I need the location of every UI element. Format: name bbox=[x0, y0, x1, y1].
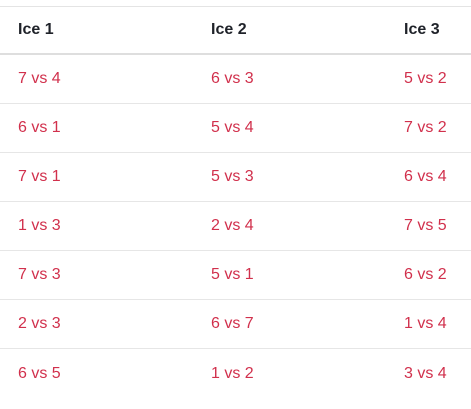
matchup-link[interactable]: 1 vs 3 bbox=[18, 217, 61, 234]
matchup-link[interactable]: 7 vs 1 bbox=[18, 168, 61, 185]
table-row: 7 vs 1 5 vs 3 6 vs 4 bbox=[0, 153, 471, 202]
column-header-ice-1: Ice 1 bbox=[18, 21, 54, 38]
matchup-link[interactable]: 5 vs 4 bbox=[211, 119, 254, 136]
table-row: 1 vs 3 2 vs 4 7 vs 5 bbox=[0, 202, 471, 251]
matchup-link[interactable]: 6 vs 3 bbox=[211, 70, 254, 87]
column-header-ice-3: Ice 3 bbox=[404, 21, 440, 38]
table-row: 2 vs 3 6 vs 7 1 vs 4 bbox=[0, 300, 471, 349]
matchup-link[interactable]: 5 vs 1 bbox=[211, 266, 254, 283]
matchup-link[interactable]: 6 vs 4 bbox=[404, 168, 447, 185]
table-row: 6 vs 5 1 vs 2 3 vs 4 bbox=[0, 349, 471, 398]
matchup-link[interactable]: 2 vs 3 bbox=[18, 315, 61, 332]
matchup-link[interactable]: 6 vs 5 bbox=[18, 364, 61, 382]
matchup-link[interactable]: 3 vs 4 bbox=[404, 364, 447, 382]
matchup-link[interactable]: 7 vs 4 bbox=[18, 70, 61, 87]
matchup-link[interactable]: 7 vs 2 bbox=[404, 119, 447, 136]
schedule-table: Ice 1 Ice 2 Ice 3 7 vs 4 6 vs 3 5 vs 2 6… bbox=[0, 6, 471, 398]
matchup-link[interactable]: 5 vs 2 bbox=[404, 70, 447, 87]
table-row: 7 vs 4 6 vs 3 5 vs 2 bbox=[0, 55, 471, 104]
matchup-link[interactable]: 7 vs 3 bbox=[18, 266, 61, 283]
matchup-link[interactable]: 1 vs 4 bbox=[404, 315, 447, 332]
matchup-link[interactable]: 6 vs 2 bbox=[404, 266, 447, 283]
table-header-row: Ice 1 Ice 2 Ice 3 bbox=[0, 6, 471, 55]
column-header-ice-2: Ice 2 bbox=[211, 21, 247, 38]
table-row: 6 vs 1 5 vs 4 7 vs 2 bbox=[0, 104, 471, 153]
matchup-link[interactable]: 6 vs 7 bbox=[211, 315, 254, 332]
matchup-link[interactable]: 6 vs 1 bbox=[18, 119, 61, 136]
table-row: 7 vs 3 5 vs 1 6 vs 2 bbox=[0, 251, 471, 300]
matchup-link[interactable]: 2 vs 4 bbox=[211, 217, 254, 234]
matchup-link[interactable]: 7 vs 5 bbox=[404, 217, 447, 234]
matchup-link[interactable]: 5 vs 3 bbox=[211, 168, 254, 185]
matchup-link[interactable]: 1 vs 2 bbox=[211, 364, 254, 382]
